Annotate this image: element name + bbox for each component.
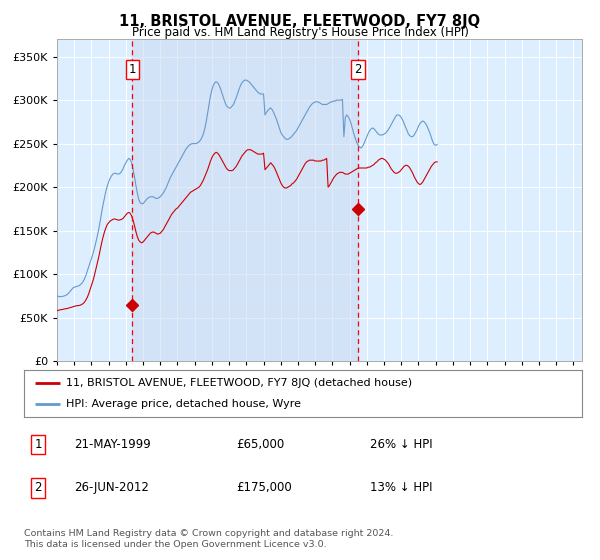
Text: HPI: Average price, detached house, Wyre: HPI: Average price, detached house, Wyre [66, 399, 301, 409]
Text: Price paid vs. HM Land Registry's House Price Index (HPI): Price paid vs. HM Land Registry's House … [131, 26, 469, 39]
Text: 1: 1 [128, 63, 136, 76]
Text: £65,000: £65,000 [236, 438, 284, 451]
Text: 26-JUN-2012: 26-JUN-2012 [74, 482, 149, 494]
Text: 21-MAY-1999: 21-MAY-1999 [74, 438, 151, 451]
Text: 13% ↓ HPI: 13% ↓ HPI [370, 482, 433, 494]
Text: 2: 2 [354, 63, 362, 76]
Text: 1: 1 [34, 438, 42, 451]
Text: 11, BRISTOL AVENUE, FLEETWOOD, FY7 8JQ: 11, BRISTOL AVENUE, FLEETWOOD, FY7 8JQ [119, 14, 481, 29]
Text: Contains HM Land Registry data © Crown copyright and database right 2024.
This d: Contains HM Land Registry data © Crown c… [24, 529, 394, 549]
Bar [133, 39, 358, 361]
Text: 26% ↓ HPI: 26% ↓ HPI [370, 438, 433, 451]
Text: 11, BRISTOL AVENUE, FLEETWOOD, FY7 8JQ (detached house): 11, BRISTOL AVENUE, FLEETWOOD, FY7 8JQ (… [66, 378, 412, 388]
Text: £175,000: £175,000 [236, 482, 292, 494]
Text: 2: 2 [34, 482, 42, 494]
